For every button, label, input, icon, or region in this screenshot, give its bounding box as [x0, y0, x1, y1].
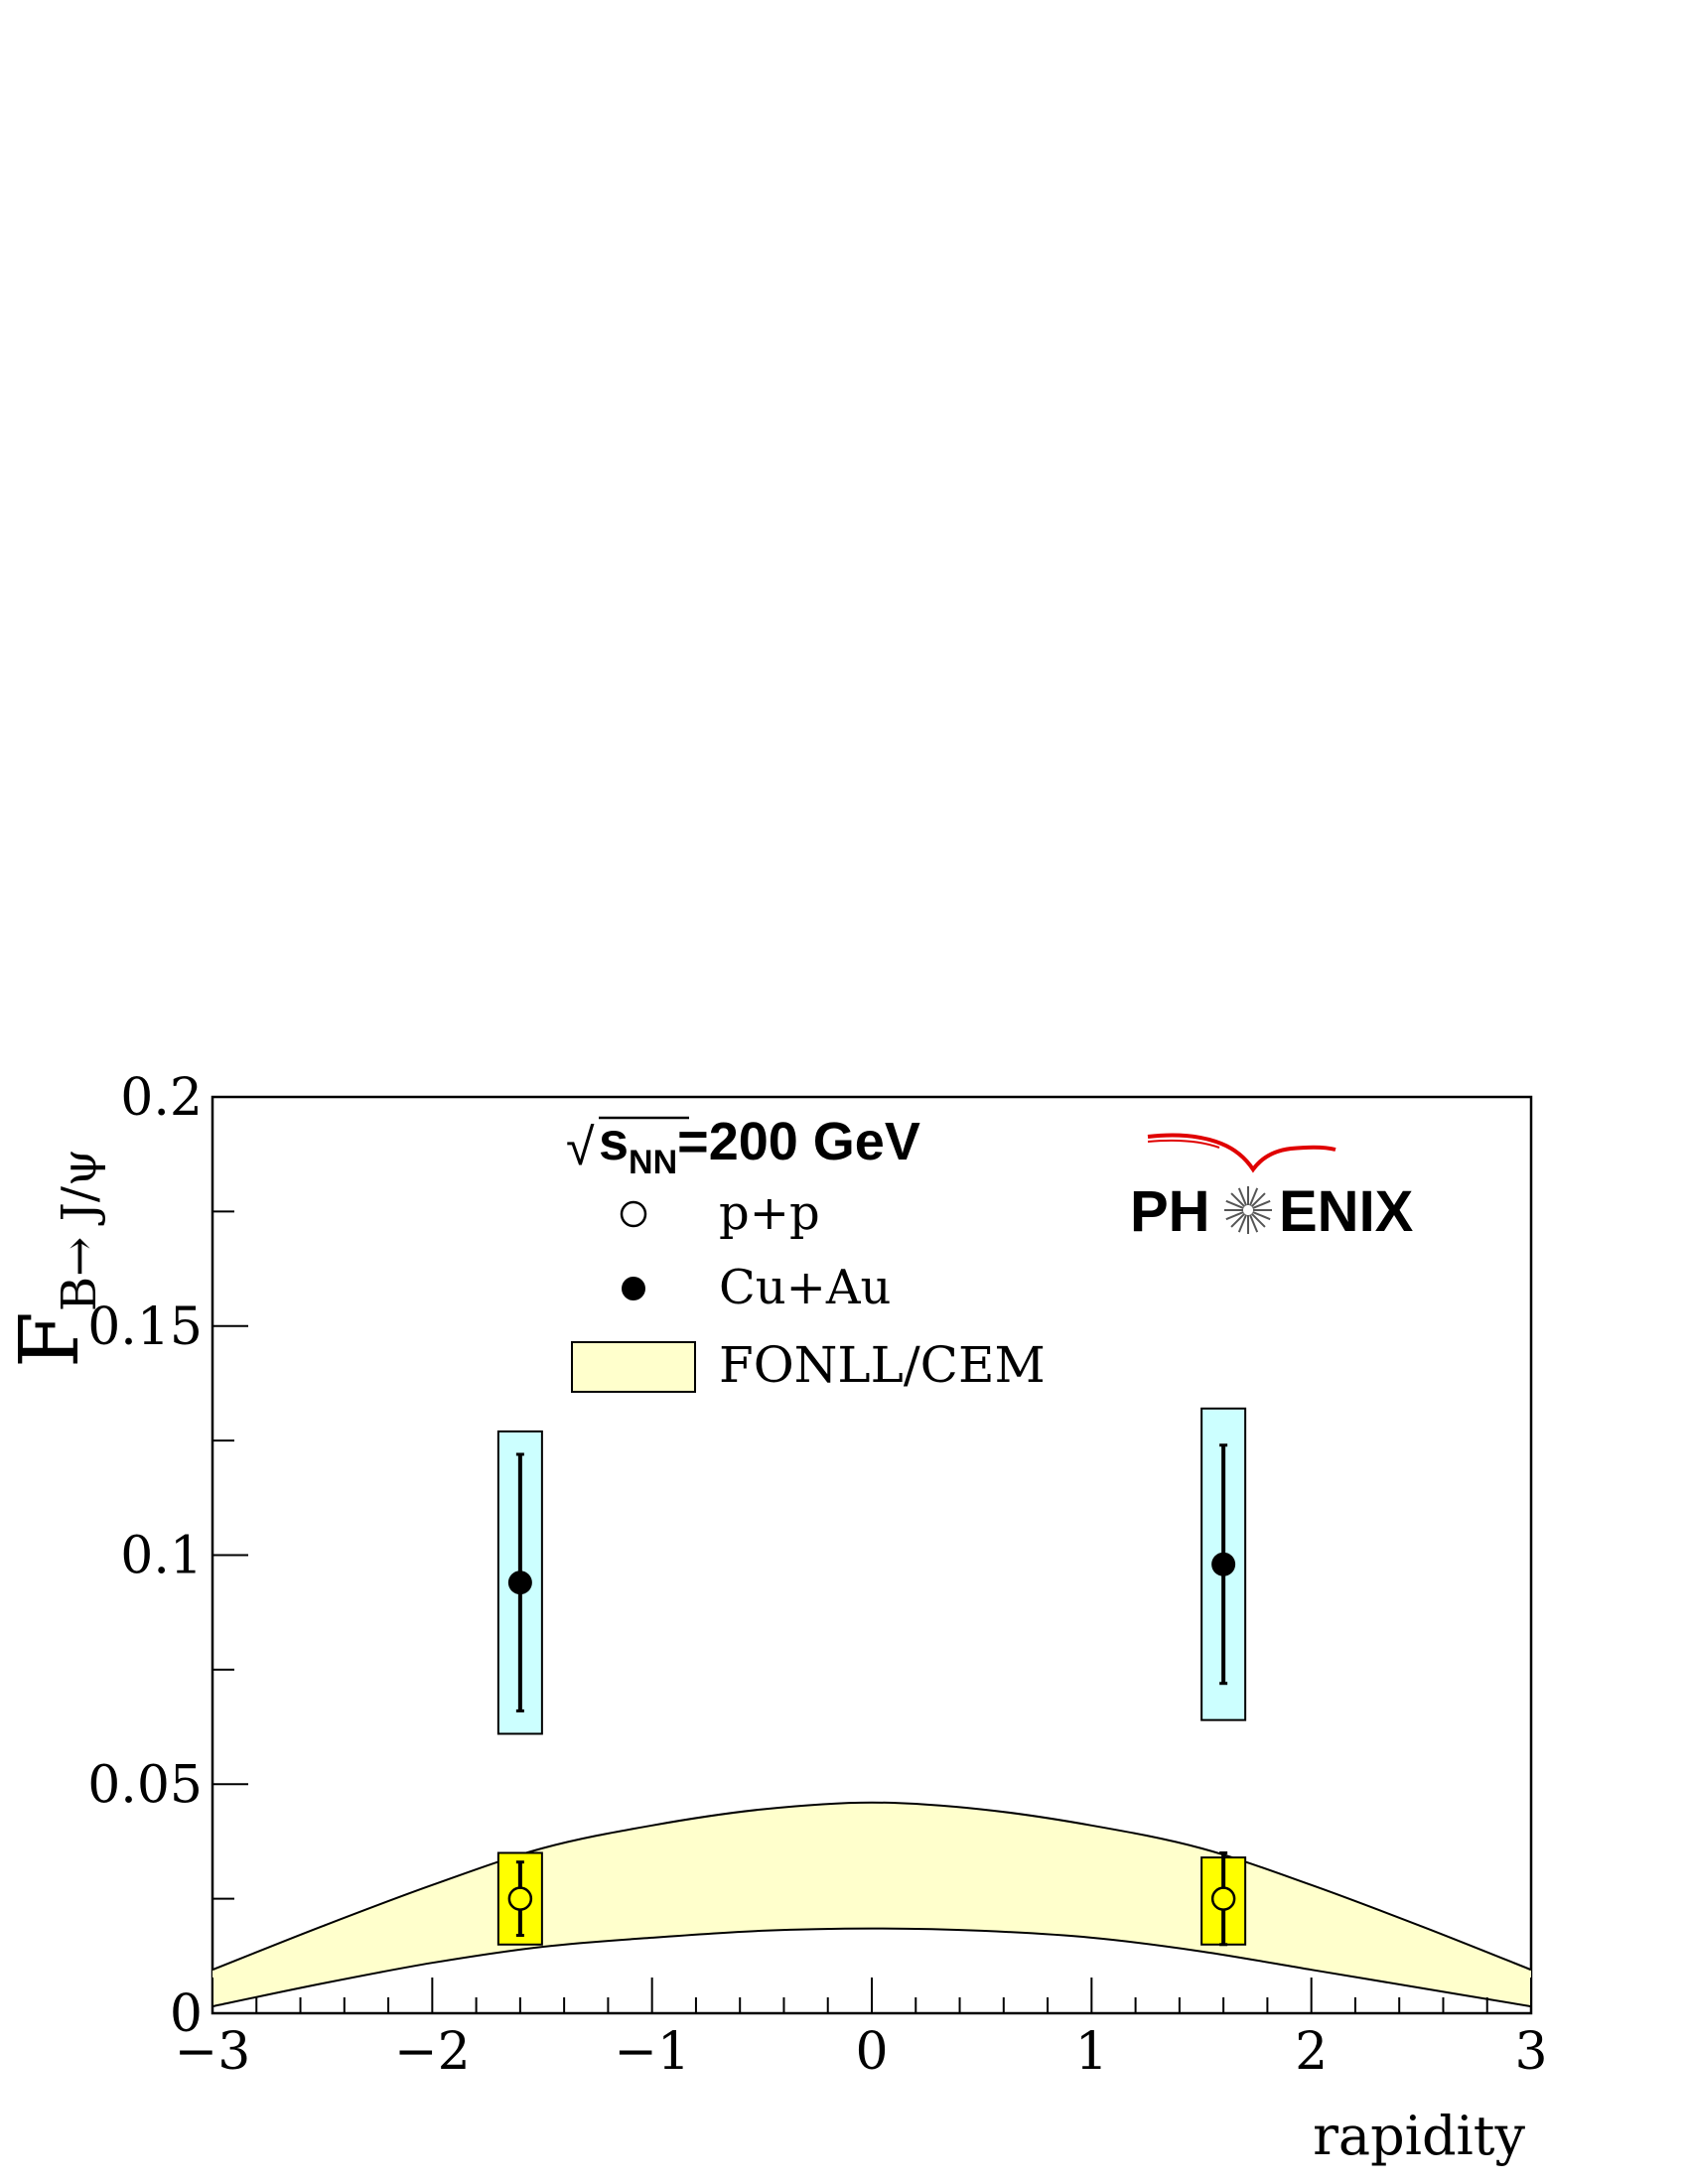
point-pp-1 — [1210, 1886, 1236, 1911]
legend-label-cuau: Cu+Au — [719, 1260, 891, 1315]
logo-text-right: ENIX — [1279, 1179, 1414, 1244]
band-lower-curve — [211, 1927, 1532, 2008]
x-tick-label: −3 — [175, 2022, 251, 2082]
energy-sub: NN — [629, 1144, 677, 1181]
starburst-ray — [1250, 1192, 1266, 1208]
starburst-ray — [1237, 1187, 1248, 1206]
y-tick-label: 0.2 — [120, 1068, 203, 1128]
sqrt-sign: √ — [566, 1119, 595, 1176]
y-tick-label: 0 — [170, 1984, 203, 2044]
legend-marker-band — [571, 1341, 696, 1393]
y-tick-label: 0.15 — [87, 1297, 203, 1357]
logo-swoosh — [1147, 1133, 1336, 1173]
starburst-ray — [1230, 1212, 1246, 1228]
y-tick-label: 0.05 — [87, 1755, 203, 1815]
x-tick-label: −1 — [614, 2022, 690, 2082]
starburst-icon — [1224, 1186, 1272, 1234]
starburst-ray — [1250, 1212, 1266, 1228]
point-cuau-1 — [1211, 1552, 1236, 1576]
legend-marker-pp — [620, 1200, 647, 1228]
legend: p+p Cu+Au FONLL/CEM — [571, 1185, 1046, 1394]
y-axis-title-main: F — [3, 1311, 97, 1368]
legend-marker-cuau — [622, 1277, 645, 1300]
starburst-ray — [1248, 1187, 1259, 1206]
y-axis-title: FB→ J/ψ — [3, 1149, 107, 1368]
starburst-ray — [1252, 1199, 1271, 1210]
phenix-logo: PH ENIX — [1130, 1133, 1414, 1244]
band-upper-curve — [211, 1801, 1532, 1972]
starburst-ray — [1225, 1210, 1244, 1221]
axes: −3 −2 −1 0 1 2 3 0 0.05 0.1 0.15 0.2 — [87, 1068, 1547, 2082]
svg-text:sNN=200 GeV: sNN=200 GeV — [599, 1112, 920, 1181]
energy-value: =200 GeV — [677, 1112, 920, 1171]
point-cuau-0 — [507, 1570, 532, 1595]
x-tick-label: 2 — [1295, 2022, 1328, 2082]
x-tick-label: 0 — [855, 2022, 888, 2082]
starburst-ray — [1248, 1214, 1259, 1233]
legend-label-band: FONLL/CEM — [719, 1336, 1046, 1394]
starburst-ray — [1252, 1210, 1271, 1221]
y-tick-label: 0.1 — [120, 1527, 203, 1586]
y-axis-title-sub: B→ J/ψ — [52, 1149, 107, 1311]
energy-s: s — [599, 1112, 629, 1171]
x-tick-label: 1 — [1075, 2022, 1108, 2082]
svg-text:FB→ J/ψ: FB→ J/ψ — [3, 1149, 107, 1368]
legend-label-pp: p+p — [719, 1185, 820, 1241]
energy-label: √ sNN=200 GeV — [566, 1112, 920, 1181]
point-pp-0 — [507, 1886, 533, 1911]
starburst-ray — [1237, 1214, 1248, 1233]
x-tick-label: 3 — [1514, 2022, 1547, 2082]
starburst-ray — [1225, 1199, 1244, 1210]
starburst-ray — [1230, 1192, 1246, 1208]
x-tick-label: −2 — [394, 2022, 471, 2082]
logo-text-left: PH — [1130, 1179, 1210, 1244]
data-points — [507, 1552, 1236, 1911]
x-axis-title: rapidity — [1313, 2105, 1525, 2167]
